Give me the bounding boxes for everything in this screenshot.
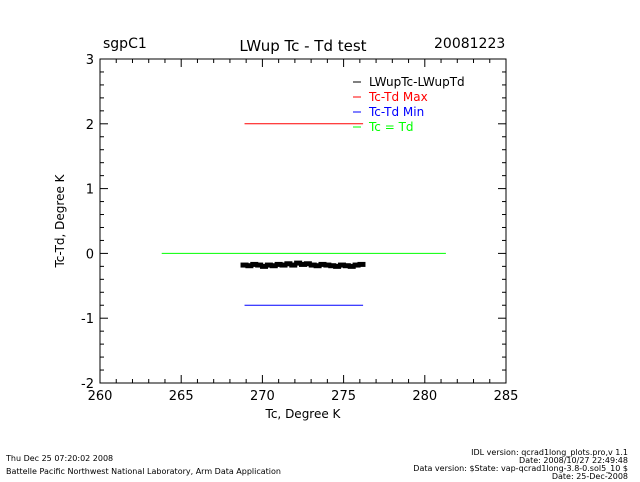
- data-point: [240, 262, 249, 268]
- data-point: [289, 262, 298, 268]
- data-point: [245, 263, 254, 269]
- data-point: [264, 262, 273, 268]
- y-tick-label: 2: [86, 118, 94, 133]
- chart-title: LWup Tc - Td test: [239, 37, 366, 55]
- x-tick-label: 265: [169, 389, 194, 404]
- data-point: [294, 260, 303, 266]
- y-tick-label: -2: [81, 377, 94, 392]
- data-point: [318, 261, 327, 267]
- data-point: [357, 261, 366, 267]
- legend-label: Tc-Td Min: [368, 105, 424, 119]
- y-tick-label: 0: [86, 247, 94, 262]
- x-tick-label: 280: [412, 389, 437, 404]
- data-point: [269, 263, 278, 269]
- data-point: [260, 263, 269, 269]
- y-axis-label: Tc-Td, Degree K: [53, 173, 67, 268]
- footer-right-data-date: Date: 25-Dec-2008: [551, 472, 628, 481]
- legend-label: Tc = Td: [368, 120, 414, 134]
- x-axis-label: Tc, Degree K: [265, 407, 342, 421]
- y-tick-label: -1: [81, 312, 94, 327]
- data-point: [308, 262, 317, 268]
- data-point: [255, 262, 264, 268]
- data-point: [313, 263, 322, 269]
- data-point: [347, 263, 356, 269]
- data-point: [333, 263, 342, 269]
- x-tick-label: 275: [331, 389, 356, 404]
- data-point: [328, 263, 337, 269]
- series-layer: [161, 123, 446, 306]
- y-tick-label: 3: [86, 53, 94, 68]
- x-tick-label: 270: [250, 389, 275, 404]
- data-point: [284, 261, 293, 267]
- site-label: sgpC1: [103, 36, 147, 52]
- data-point: [303, 261, 312, 267]
- x-tick-label: 260: [88, 389, 113, 404]
- plot-frame: [99, 58, 507, 384]
- data-point: [299, 261, 307, 267]
- legend-label: LWupTc-LWupTd: [369, 75, 465, 89]
- legend-label: Tc-Td Max: [368, 90, 428, 104]
- footer-right-data-version: Data version: $State: vap-qcrad1long-3.8…: [413, 464, 628, 473]
- x-tick-label: 285: [494, 389, 519, 404]
- x-axis: 260 265 270 275 280 285: [88, 59, 519, 404]
- data-point: [279, 262, 288, 268]
- date-label: 20081223: [434, 36, 506, 52]
- data-point: [337, 262, 346, 268]
- data-point: [274, 261, 283, 267]
- data-point: [342, 263, 351, 269]
- footer-left-institution: Battelle Pacific Northwest National Labo…: [6, 467, 281, 476]
- footer-right-idl-date: Date: 2008/10/27 22:49:48: [519, 456, 628, 465]
- data-point: [323, 262, 332, 268]
- footer-right-idl-version: IDL version: qcrad1long_plots.pro,v 1.1: [471, 448, 628, 457]
- y-axis: -2 -1 0 1 2 3: [81, 53, 506, 392]
- footer-left-timestamp: Thu Dec 25 07:20:02 2008: [6, 454, 114, 463]
- y-tick-label: 1: [86, 183, 94, 198]
- data-point: [352, 262, 361, 268]
- data-point: [250, 261, 259, 267]
